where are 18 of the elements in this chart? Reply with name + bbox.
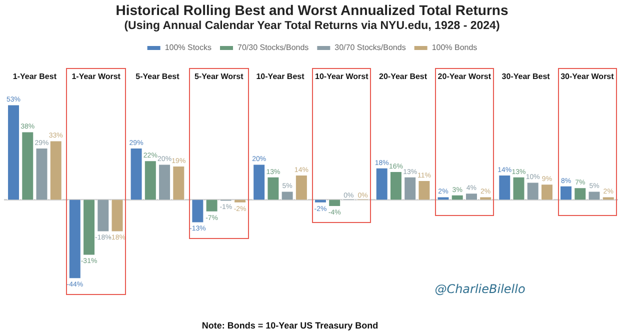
chart-title: Historical Rolling Best and Worst Annualized Total Returns: [114, 2, 510, 18]
legend-label: 70/30 Stocks/Bonds: [238, 43, 309, 52]
x-tick-label: 30-Year Best: [502, 72, 550, 82]
x-tick-label: 20-Year Best: [379, 72, 428, 82]
chart-subtitle: (Using Annual Calendar Year Total Returns via NYU.edu, 1928 - 2024): [123, 20, 501, 32]
legend-label: 100% Stocks: [164, 43, 212, 52]
x-tick-label: 5-Year Best: [136, 72, 180, 82]
x-tick-label: 30-Year Worst: [560, 72, 614, 82]
legend-label: 30/70 Stocks/Bonds: [334, 43, 406, 52]
x-tick-label: 1-Year Best: [12, 72, 57, 82]
x-tick-label: 20-Year Worst: [438, 72, 492, 82]
x-tick-label: 1-Year Worst: [72, 72, 121, 82]
x-tick-label: 10-Year Best: [256, 72, 305, 82]
x-tick-label: 10-Year Worst: [315, 72, 369, 82]
text: @CharlieBilello: [434, 282, 526, 296]
text: Note: Bonds = 10-Year US Treasury Bond: [202, 320, 378, 330]
x-tick-label: 5-Year Worst: [194, 72, 244, 82]
legend-label: 100% Bonds: [432, 43, 478, 52]
